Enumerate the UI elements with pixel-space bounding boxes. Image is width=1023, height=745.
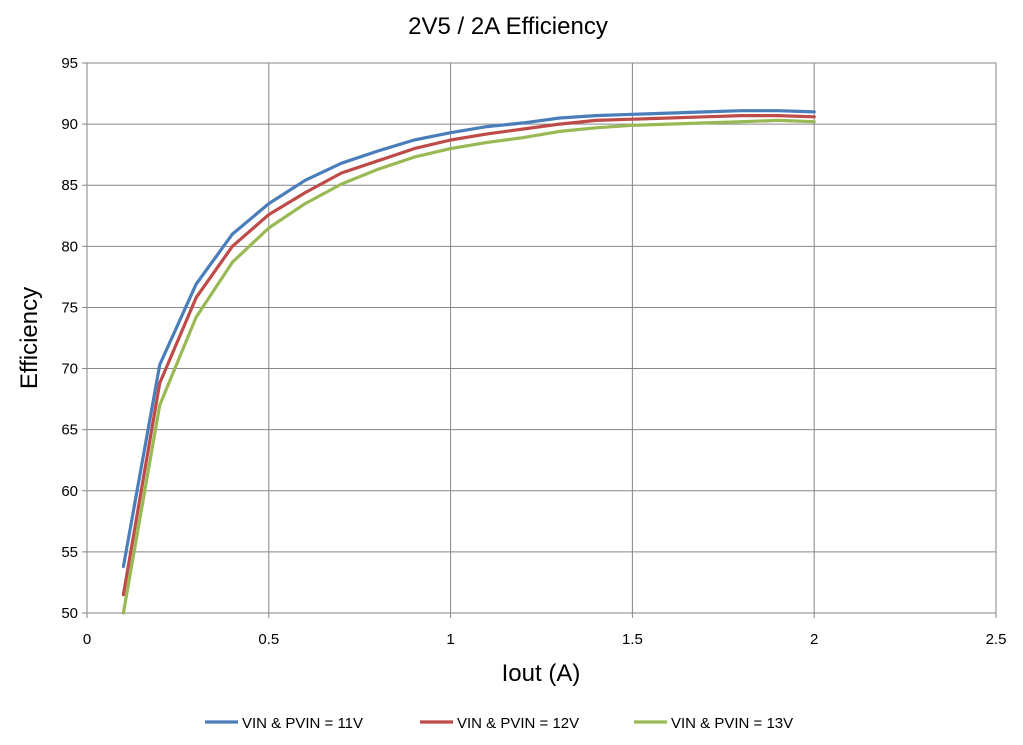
y-tick-label: 70	[61, 361, 78, 378]
chart-title: 2V5 / 2A Efficiency	[408, 13, 608, 40]
series-lines	[121, 109, 816, 615]
x-tick-label: 1	[446, 631, 454, 648]
x-tick-label: 0	[83, 631, 91, 648]
series-line-2	[121, 113, 816, 597]
legend-item: VIN & PVIN = 13V	[634, 715, 793, 732]
y-tick-label: 95	[61, 55, 78, 72]
series-line-1	[121, 109, 816, 569]
y-tick-label: 85	[61, 177, 78, 194]
y-tick-label: 80	[61, 238, 78, 255]
y-axis-ticks: 50 55 60 65 70 75 80 85 90 95	[61, 55, 87, 622]
y-tick-label: 55	[61, 544, 78, 561]
legend-label: VIN & PVIN = 13V	[671, 715, 793, 732]
x-tick-label: 1.5	[622, 631, 643, 648]
y-tick-label: 50	[61, 605, 78, 622]
y-tick-label: 65	[61, 422, 78, 439]
y-axis-label: Efficiency	[16, 287, 43, 389]
x-tick-label: 2	[810, 631, 818, 648]
legend: VIN & PVIN = 11V VIN & PVIN = 12V VIN & PV…	[205, 715, 793, 732]
plot-area-border	[86, 62, 997, 614]
series-line-3	[121, 118, 816, 615]
legend-label: VIN & PVIN = 12V	[457, 715, 579, 732]
y-tick-label: 90	[61, 116, 78, 133]
x-axis-ticks: 0 0.5 1 1.5 2 2.5	[83, 613, 1007, 648]
y-tick-label: 75	[61, 299, 78, 316]
y-tick-label: 60	[61, 483, 78, 500]
legend-item: VIN & PVIN = 11V	[205, 715, 363, 732]
legend-item: VIN & PVIN = 12V	[420, 715, 579, 732]
legend-label: VIN & PVIN = 11V	[242, 715, 363, 732]
x-tick-label: 0.5	[258, 631, 279, 648]
x-tick-label: 2.5	[986, 631, 1007, 648]
grid	[86, 62, 997, 614]
x-axis-label: Iout (A)	[502, 660, 581, 687]
